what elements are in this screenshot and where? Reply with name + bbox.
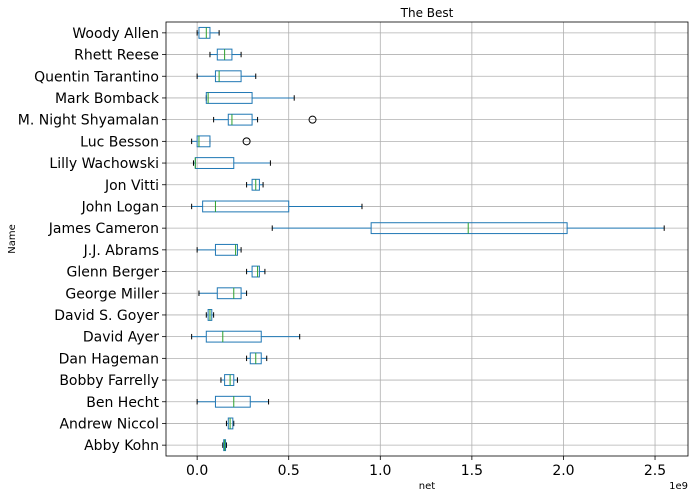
box-group: [220, 374, 238, 386]
x-axis-label: net: [419, 481, 435, 492]
tick-layer: 0.0 0.5 1.0 1.5 2.0 2.5 Abby Kohn Andrew Niccol…: [18, 26, 666, 479]
y-tick-label: George Miller: [65, 286, 159, 302]
box-iqr: [216, 287, 242, 300]
y-axis-label: Name: [7, 224, 18, 254]
box-group: [246, 265, 266, 278]
box-iqr: [224, 374, 235, 386]
x-tick-label: 0.5: [278, 463, 300, 479]
box-iqr: [214, 243, 238, 256]
box-iqr: [214, 395, 251, 408]
y-tick-label: James Cameron: [48, 221, 159, 237]
x-tick-label: 1.5: [461, 463, 483, 479]
y-tick-label: Lilly Wachowski: [49, 156, 159, 172]
x-tick-label: 2.5: [644, 463, 666, 479]
y-tick-label: Bobby Farrelly: [59, 373, 159, 389]
x-tick-label: 1.0: [369, 463, 391, 479]
box-iqr: [205, 330, 262, 343]
y-tick-label: David S. Goyer: [54, 308, 159, 324]
box-group: [196, 70, 257, 83]
y-tick-label: Quentin Tarantino: [34, 69, 159, 85]
y-tick-label: Glenn Berger: [66, 265, 159, 281]
box-iqr: [205, 92, 253, 104]
box-group: [196, 243, 242, 256]
y-tick-label: Ben Hecht: [86, 395, 159, 411]
y-tick-label: Abby Kohn: [84, 438, 159, 454]
box-layer: [191, 26, 665, 452]
box-group: [271, 222, 665, 235]
box-group: [191, 135, 251, 148]
box-iqr: [198, 26, 211, 39]
y-tick-label: Andrew Niccol: [59, 416, 159, 432]
y-tick-label: Luc Besson: [80, 134, 159, 150]
x-tick-label: 0.0: [186, 463, 208, 479]
box-group: [191, 200, 363, 213]
box-group: [213, 113, 317, 126]
outlier-point: [242, 137, 251, 146]
y-tick-label: M. Night Shyamalan: [18, 113, 159, 129]
box-group: [209, 48, 242, 61]
chart-title: The Best: [400, 6, 454, 20]
x-tick-label: 2.0: [552, 463, 574, 479]
y-tick-label: Mark Bomback: [55, 91, 160, 107]
y-tick-label: Jon Vitti: [104, 178, 159, 194]
y-tick-label: David Ayer: [83, 330, 159, 346]
box-iqr: [370, 222, 568, 235]
box-group: [225, 417, 235, 430]
box-group: [192, 157, 271, 169]
y-tick-label: Dan Hageman: [59, 351, 159, 367]
box-group: [196, 26, 220, 39]
box-group: [205, 309, 215, 321]
box-iqr: [251, 265, 260, 278]
box-group: [198, 287, 248, 300]
box-group: [246, 178, 264, 191]
box-group: [191, 330, 301, 343]
plot-area-frame: [165, 21, 689, 457]
box-group: [196, 395, 270, 408]
box-group: [222, 439, 227, 452]
y-tick-label: John Logan: [81, 199, 159, 215]
box-iqr: [214, 70, 242, 83]
y-tick-label: J.J. Abrams: [83, 243, 159, 259]
y-tick-label: Rhett Reese: [74, 48, 159, 64]
outlier-point: [308, 115, 317, 124]
box-group: [246, 352, 268, 365]
x-axis-offset-label: 1e9: [669, 481, 688, 492]
box-iqr: [227, 113, 253, 126]
y-tick-label: Woody Allen: [72, 26, 159, 42]
box-group: [205, 92, 295, 104]
box-iqr: [202, 200, 290, 213]
box-iqr: [196, 135, 211, 148]
